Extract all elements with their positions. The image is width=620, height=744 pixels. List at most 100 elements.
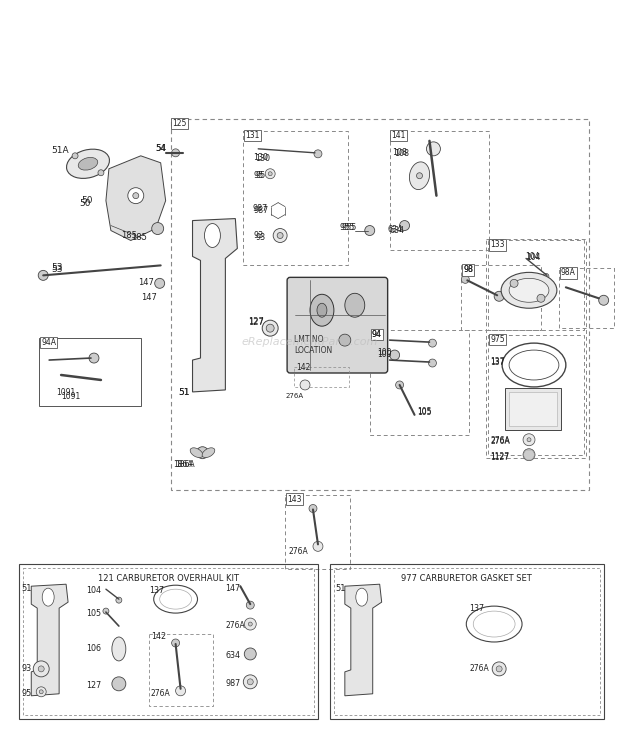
Circle shape	[428, 359, 436, 367]
Text: 93: 93	[21, 664, 32, 673]
Circle shape	[461, 275, 469, 283]
Text: 127: 127	[248, 318, 264, 327]
Circle shape	[152, 222, 164, 234]
Text: 142: 142	[151, 632, 166, 641]
Circle shape	[523, 449, 535, 461]
Bar	[24, 568, 314, 715]
Circle shape	[494, 292, 504, 301]
Text: LMT NO: LMT NO	[294, 335, 324, 344]
Circle shape	[277, 233, 283, 239]
Bar	[505, 388, 561, 430]
Text: 108: 108	[394, 149, 410, 158]
Text: 100: 100	[378, 348, 392, 357]
Text: 143: 143	[287, 495, 301, 504]
Text: 147: 147	[226, 584, 241, 593]
Circle shape	[39, 690, 43, 694]
Text: 93: 93	[255, 233, 265, 242]
Text: 276A: 276A	[285, 393, 303, 399]
Circle shape	[417, 173, 422, 179]
FancyBboxPatch shape	[287, 278, 388, 373]
Text: 137: 137	[490, 357, 505, 366]
Text: 127: 127	[248, 317, 264, 326]
Circle shape	[273, 228, 287, 243]
Circle shape	[246, 601, 254, 609]
Bar	[488, 240, 584, 330]
Circle shape	[599, 295, 609, 305]
Text: 987: 987	[253, 205, 268, 214]
Text: 125: 125	[172, 119, 187, 128]
Text: 50: 50	[81, 196, 92, 205]
Ellipse shape	[317, 304, 327, 317]
Ellipse shape	[501, 272, 557, 308]
Text: 276A: 276A	[151, 689, 170, 698]
Ellipse shape	[310, 295, 334, 326]
Circle shape	[523, 434, 535, 446]
Circle shape	[197, 446, 208, 458]
Text: 51A: 51A	[51, 146, 69, 155]
Circle shape	[510, 279, 518, 287]
Text: 955: 955	[342, 222, 357, 231]
Circle shape	[527, 437, 531, 442]
Text: 130: 130	[255, 154, 270, 163]
Circle shape	[268, 172, 272, 176]
Circle shape	[396, 381, 404, 389]
Ellipse shape	[42, 589, 54, 606]
Circle shape	[244, 618, 256, 630]
Text: 141: 141	[392, 131, 406, 140]
Circle shape	[314, 150, 322, 158]
Circle shape	[155, 278, 165, 289]
Circle shape	[300, 380, 310, 390]
Text: 634: 634	[226, 651, 241, 660]
Text: 955: 955	[340, 222, 355, 231]
Text: 977 CARBURETOR GASKET SET: 977 CARBURETOR GASKET SET	[401, 574, 532, 583]
Bar	[334, 568, 600, 715]
Ellipse shape	[190, 448, 203, 458]
Text: 105: 105	[417, 408, 432, 417]
Circle shape	[133, 193, 139, 199]
Text: 1127: 1127	[490, 452, 509, 461]
Circle shape	[72, 153, 78, 158]
Circle shape	[172, 149, 180, 157]
Ellipse shape	[112, 637, 126, 661]
Text: 634: 634	[389, 225, 405, 234]
Text: 276A: 276A	[288, 548, 308, 557]
Circle shape	[175, 686, 185, 696]
Circle shape	[543, 273, 549, 279]
Text: 137: 137	[469, 604, 484, 613]
Text: 276A: 276A	[490, 436, 510, 445]
Text: 276A: 276A	[469, 664, 489, 673]
Ellipse shape	[356, 589, 368, 606]
Text: 127: 127	[86, 681, 101, 690]
Circle shape	[313, 542, 323, 551]
Circle shape	[128, 187, 144, 204]
Circle shape	[243, 675, 257, 689]
Ellipse shape	[509, 278, 549, 302]
Circle shape	[428, 339, 436, 347]
Text: 98: 98	[463, 266, 473, 275]
Text: 634: 634	[388, 225, 402, 234]
Circle shape	[172, 639, 180, 647]
Text: 276A: 276A	[490, 437, 510, 446]
Text: 131: 131	[246, 131, 260, 140]
Ellipse shape	[202, 448, 215, 458]
Text: 100: 100	[378, 350, 392, 359]
Bar	[19, 564, 318, 719]
Text: 53: 53	[51, 266, 63, 275]
Bar	[285, 495, 350, 569]
Circle shape	[389, 350, 400, 360]
Circle shape	[103, 608, 109, 614]
Circle shape	[38, 666, 44, 672]
Bar	[330, 564, 604, 719]
Circle shape	[112, 677, 126, 691]
Bar	[243, 131, 348, 266]
Text: 130: 130	[253, 153, 268, 162]
Ellipse shape	[205, 223, 220, 248]
Circle shape	[496, 666, 502, 672]
Circle shape	[89, 353, 99, 363]
Text: 98A: 98A	[561, 269, 576, 278]
Circle shape	[262, 320, 278, 336]
Circle shape	[33, 661, 49, 677]
Bar	[488, 335, 584, 455]
Bar	[486, 239, 586, 458]
Text: 51: 51	[335, 584, 345, 593]
